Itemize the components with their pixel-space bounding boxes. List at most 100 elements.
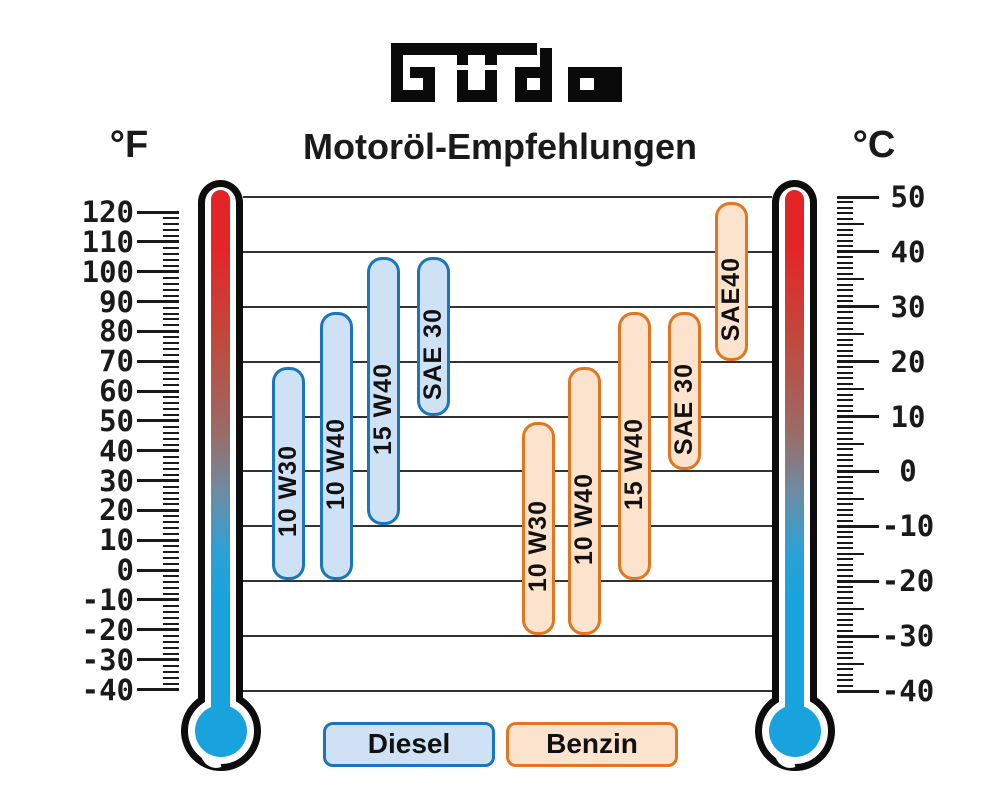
thermometer-right xyxy=(754,0,835,800)
f-minor-tick xyxy=(162,288,179,291)
legend-diesel: Diesel xyxy=(323,722,495,767)
f-minor-tick xyxy=(162,521,179,524)
c-minor-tick xyxy=(837,646,853,649)
c-minor-tick xyxy=(837,574,853,577)
f-minor-tick xyxy=(162,485,179,488)
f-major-tick xyxy=(137,508,179,512)
f-minor-tick xyxy=(162,664,179,667)
f-minor-tick xyxy=(162,324,179,327)
c-minor-tick xyxy=(837,629,853,632)
f-tick-label: -30 xyxy=(81,642,134,677)
c-tick-label: 0 xyxy=(899,454,917,489)
c-minor-tick xyxy=(837,366,853,369)
c-minor-tick xyxy=(837,311,853,314)
f-minor-tick xyxy=(162,533,179,536)
f-tick-label: 50 xyxy=(99,403,134,438)
c-minor-tick xyxy=(837,206,853,209)
f-major-tick xyxy=(137,568,179,572)
f-major-tick xyxy=(137,329,179,333)
f-minor-tick xyxy=(162,646,179,649)
f-minor-tick xyxy=(162,431,179,434)
f-tick-label: -20 xyxy=(81,612,134,647)
c-minor-tick xyxy=(837,453,853,456)
c-major-tick xyxy=(837,634,879,638)
f-minor-tick xyxy=(162,563,179,566)
f-minor-tick xyxy=(162,527,179,530)
c-minor-tick xyxy=(837,349,853,352)
celsius-unit-label: °C xyxy=(852,124,896,166)
f-minor-tick xyxy=(162,258,179,261)
oil-bar-label: 10 W30 xyxy=(524,500,552,593)
c-medium-tick xyxy=(837,662,864,665)
f-minor-tick xyxy=(162,342,179,345)
gude-logo xyxy=(391,43,622,102)
c-minor-tick xyxy=(837,256,853,259)
f-major-tick xyxy=(137,419,179,423)
c-major-tick xyxy=(837,360,879,364)
oil-bar-benzin-10-w40: 10 W40 xyxy=(568,366,601,636)
c-tick-label: -30 xyxy=(881,619,935,654)
f-major-tick xyxy=(137,479,179,483)
c-minor-tick xyxy=(837,289,853,292)
oil-bar-label: SAE 30 xyxy=(670,363,698,456)
c-tick-label: 10 xyxy=(890,399,926,434)
c-medium-tick xyxy=(837,388,864,391)
f-minor-tick xyxy=(162,294,179,297)
f-tick-label: 80 xyxy=(99,314,134,349)
c-minor-tick xyxy=(837,481,853,484)
f-minor-tick xyxy=(162,306,179,309)
c-minor-tick xyxy=(837,212,853,215)
f-minor-tick xyxy=(162,640,179,643)
c-minor-tick xyxy=(837,437,853,440)
c-minor-tick xyxy=(837,530,853,533)
legend-benzin: Benzin xyxy=(506,722,678,767)
c-minor-tick xyxy=(837,201,853,204)
c-minor-tick xyxy=(837,371,853,374)
f-major-tick xyxy=(137,300,179,304)
c-minor-tick xyxy=(837,558,853,561)
f-tick-label: 90 xyxy=(99,284,134,319)
oil-bar-label: SAE40 xyxy=(717,257,745,342)
f-tick-label: 0 xyxy=(116,553,134,588)
thermometer-fluid xyxy=(211,190,230,717)
fahrenheit-unit-label: °F xyxy=(109,124,149,166)
f-minor-tick xyxy=(162,384,179,387)
f-minor-tick xyxy=(162,217,179,220)
f-tick-label: -40 xyxy=(81,672,134,707)
oil-bar-diesel-sae-30: SAE 30 xyxy=(417,256,450,416)
f-major-tick xyxy=(137,210,179,214)
oil-bar-benzin-sae-30: SAE 30 xyxy=(668,311,701,471)
c-minor-tick xyxy=(837,234,853,237)
c-minor-tick xyxy=(837,673,853,676)
c-minor-tick xyxy=(837,651,853,654)
oil-bar-benzin-15-w40: 15 W40 xyxy=(618,311,651,581)
f-minor-tick xyxy=(162,276,179,279)
c-minor-tick xyxy=(837,618,853,621)
c-minor-tick xyxy=(837,591,853,594)
f-tick-label: 40 xyxy=(99,433,134,468)
f-minor-tick xyxy=(162,413,179,416)
c-minor-tick xyxy=(837,536,853,539)
f-minor-tick xyxy=(162,503,179,506)
gridline-0c xyxy=(243,470,772,473)
c-minor-tick xyxy=(837,393,853,396)
f-minor-tick xyxy=(162,473,179,476)
c-minor-tick xyxy=(837,569,853,572)
c-minor-tick xyxy=(837,327,853,330)
f-minor-tick xyxy=(162,670,179,673)
f-minor-tick xyxy=(162,378,179,381)
c-minor-tick xyxy=(837,217,853,220)
c-tick-label: 20 xyxy=(890,344,926,379)
c-minor-tick xyxy=(837,596,853,599)
f-tick-label: -10 xyxy=(81,582,134,617)
c-minor-tick xyxy=(837,382,853,385)
c-minor-tick xyxy=(837,421,853,424)
c-minor-tick xyxy=(837,503,853,506)
c-minor-tick xyxy=(837,547,853,550)
c-minor-tick xyxy=(837,239,853,242)
f-minor-tick xyxy=(162,318,179,321)
c-major-tick xyxy=(837,305,879,309)
f-minor-tick xyxy=(162,425,179,428)
gridline-50c xyxy=(243,196,772,198)
f-minor-tick xyxy=(162,354,179,357)
